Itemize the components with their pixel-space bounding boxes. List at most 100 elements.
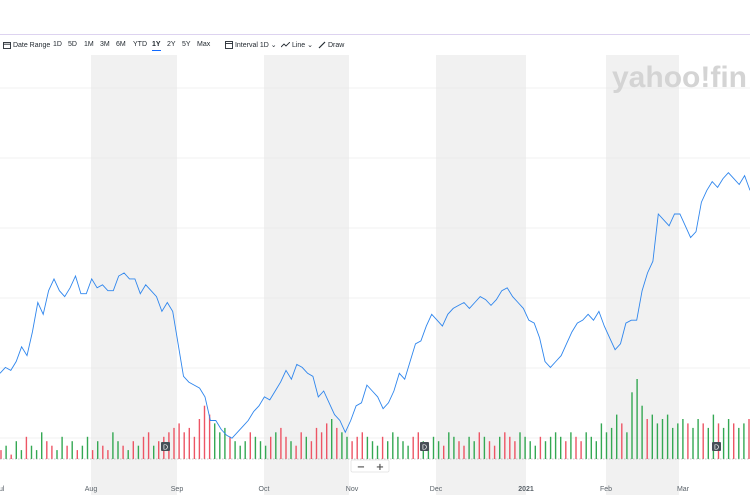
- volume-bar: [687, 423, 689, 459]
- chart-toolbar: Date Range 1D 5D 1M 3M 6M YTD 1Y 2Y 5Y M…: [0, 38, 750, 54]
- range-button-3m[interactable]: 3M: [100, 41, 110, 48]
- volume-bar: [539, 436, 542, 459]
- x-tick-label: Aug: [85, 486, 98, 493]
- chart-type-button[interactable]: Line ⌄: [281, 41, 313, 49]
- interval-icon: [225, 41, 233, 50]
- date-range-button[interactable]: Date Range: [3, 41, 50, 49]
- range-button-max[interactable]: Max: [197, 41, 211, 48]
- volume-bar: [142, 436, 145, 459]
- volume-bar: [10, 454, 12, 459]
- zoom-out-button[interactable]: −: [357, 462, 365, 473]
- volume-bar: [305, 436, 307, 459]
- volume-bar: [570, 432, 572, 459]
- dividend-marker-label: D: [163, 444, 168, 451]
- range-button-1m[interactable]: 1M: [84, 41, 94, 48]
- month-shade: [91, 55, 177, 495]
- volume-bar: [208, 414, 211, 459]
- range-button-5y[interactable]: 5Y: [182, 41, 191, 48]
- volume-bar: [743, 423, 745, 459]
- volume-bar: [46, 441, 48, 459]
- volume-bar: [153, 445, 155, 459]
- volume-bar: [387, 441, 389, 459]
- volume-bar: [407, 445, 409, 459]
- volume-bar: [310, 441, 313, 459]
- top-bar: [0, 0, 750, 35]
- volume-bar: [560, 436, 562, 459]
- draw-button[interactable]: Draw: [318, 41, 344, 49]
- month-shade: [436, 55, 526, 495]
- volume-bar: [188, 427, 190, 459]
- interval-label: Interval: [234, 42, 258, 49]
- volume-bar: [214, 423, 216, 459]
- volume-bar: [478, 432, 480, 459]
- volume-bar: [25, 436, 28, 459]
- range-button-5d[interactable]: 5D: [68, 41, 77, 48]
- volume-bar: [453, 436, 455, 459]
- volume-bar: [91, 450, 94, 459]
- volume-bar: [361, 432, 363, 459]
- chevron-down-icon: ⌄: [270, 42, 277, 49]
- volume-bar: [707, 427, 709, 459]
- volume-bar: [646, 419, 648, 459]
- range-button-1d[interactable]: 1D: [53, 41, 62, 48]
- volume-bar: [107, 450, 109, 459]
- price-chart[interactable]: yahoo!fin D D D − + Jul Aug Sep Oct Nov Dec 2021…: [0, 55, 750, 500]
- range-button-2y[interactable]: 2Y: [167, 41, 176, 48]
- volume-bar: [76, 450, 78, 459]
- volume-bar: [56, 450, 58, 459]
- x-tick-label: Dec: [430, 486, 443, 493]
- volume-bar: [336, 427, 338, 459]
- volume-bar: [239, 445, 241, 459]
- interval-button[interactable]: Interval 1D ⌄: [225, 41, 277, 50]
- volume-bar: [575, 436, 577, 459]
- volume-bar: [341, 432, 343, 459]
- volume-bar: [738, 427, 740, 459]
- volume-bar: [641, 405, 643, 459]
- volume-bar: [35, 450, 38, 459]
- volume-bar: [717, 423, 720, 459]
- x-tick-label: Mar: [677, 486, 690, 493]
- zoom-in-button[interactable]: +: [376, 462, 384, 473]
- chart-type-label: Line: [291, 42, 306, 49]
- volume-bar: [97, 441, 99, 459]
- volume-bar: [519, 432, 521, 459]
- volume-bar: [463, 445, 465, 459]
- date-range-label: Date Range: [12, 41, 51, 49]
- volume-bar: [427, 445, 430, 459]
- volume-bar: [509, 436, 511, 459]
- range-button-6m[interactable]: 6M: [116, 41, 126, 48]
- volume-bar: [692, 427, 694, 459]
- range-button-1y[interactable]: 1Y: [152, 41, 161, 51]
- volume-bar: [702, 423, 704, 459]
- volume-bar: [356, 436, 358, 459]
- volume-bar: [437, 441, 440, 459]
- volume-bar: [529, 441, 531, 459]
- volume-bar: [290, 441, 292, 459]
- x-tick-label: Feb: [600, 486, 612, 493]
- volume-bar: [15, 441, 17, 459]
- interval-value: 1D: [259, 42, 269, 49]
- volume-bar: [656, 423, 659, 459]
- volume-bar: [661, 419, 664, 459]
- volume-bar: [504, 432, 506, 459]
- volume-bar: [132, 441, 134, 459]
- volume-bar: [275, 432, 277, 459]
- volume-bar: [366, 436, 369, 459]
- range-button-ytd[interactable]: YTD: [133, 41, 147, 48]
- volume-bar: [534, 445, 536, 459]
- volume-bar: [448, 432, 450, 459]
- volume-bar: [417, 432, 419, 459]
- volume-bar: [331, 419, 333, 459]
- volume-bar: [178, 423, 180, 459]
- draw-label: Draw: [327, 41, 345, 49]
- volume-bar: [727, 419, 730, 459]
- volume-bar: [81, 445, 84, 459]
- volume-bar: [300, 432, 302, 459]
- volume-bar: [499, 436, 501, 459]
- volume-bar: [722, 427, 725, 459]
- volume-bar: [610, 427, 613, 459]
- pencil-icon: [318, 41, 326, 49]
- volume-bar: [666, 414, 669, 459]
- volume-bar: [677, 423, 679, 459]
- volume-bar: [346, 436, 348, 459]
